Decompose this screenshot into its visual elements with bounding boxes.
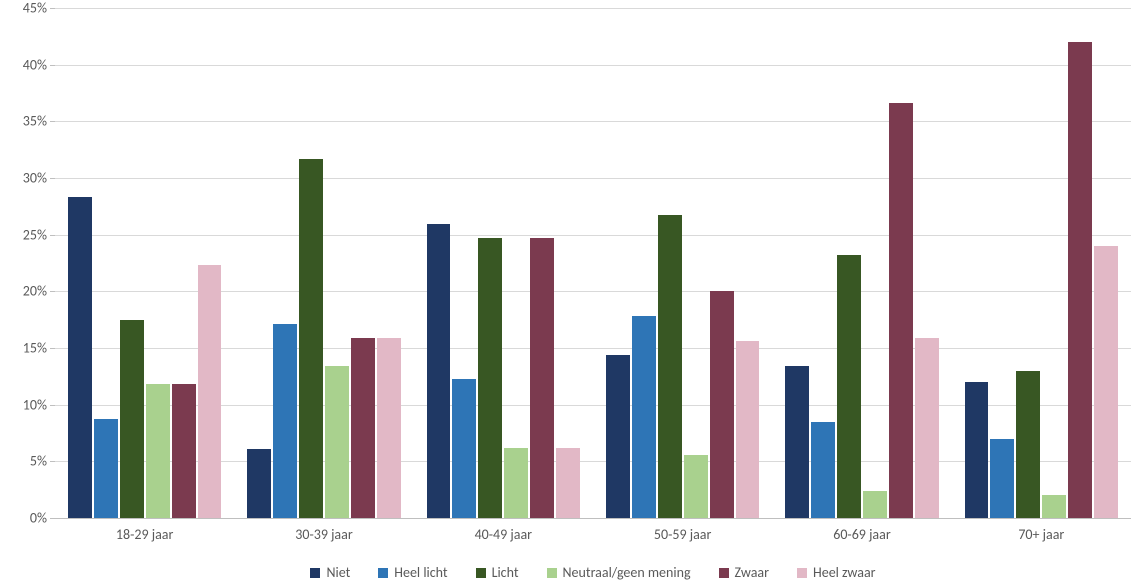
bar xyxy=(710,291,734,518)
bar xyxy=(606,355,630,518)
legend-label: Neutraal/geen mening xyxy=(563,564,691,581)
bar xyxy=(785,366,809,518)
bar-group: 30-39 jaar xyxy=(234,8,413,518)
bar xyxy=(658,215,682,518)
bar xyxy=(198,265,222,518)
legend-swatch xyxy=(797,568,807,578)
bar xyxy=(811,422,835,518)
bar xyxy=(172,384,196,518)
legend-item: Licht xyxy=(476,564,519,581)
legend-swatch xyxy=(378,568,388,578)
legend-label: Niet xyxy=(326,564,350,581)
grouped-bar-chart: 18-29 jaar30-39 jaar40-49 jaar50-59 jaar… xyxy=(0,0,1146,587)
bar xyxy=(94,419,118,518)
bar xyxy=(68,197,92,518)
bar xyxy=(863,491,887,518)
x-axis-label: 30-39 jaar xyxy=(234,518,413,543)
bar xyxy=(120,320,144,518)
bar xyxy=(1068,42,1092,518)
bars-row xyxy=(785,8,939,518)
bar xyxy=(684,455,708,518)
legend-label: Licht xyxy=(492,564,519,581)
legend-swatch xyxy=(719,568,729,578)
bar xyxy=(452,379,476,518)
bar-group: 18-29 jaar xyxy=(55,8,234,518)
bar-group: 60-69 jaar xyxy=(772,8,951,518)
bar xyxy=(247,449,271,518)
bar-groups-container: 18-29 jaar30-39 jaar40-49 jaar50-59 jaar… xyxy=(55,8,1131,518)
bars-row xyxy=(427,8,581,518)
bar xyxy=(889,103,913,518)
legend-swatch xyxy=(476,568,486,578)
bars-row xyxy=(68,8,222,518)
bar-group: 40-49 jaar xyxy=(414,8,593,518)
bars-row xyxy=(247,8,401,518)
legend: Niet Heel licht Licht Neutraal/geen mening Z… xyxy=(55,564,1131,581)
x-axis-label: 18-29 jaar xyxy=(55,518,234,543)
bar xyxy=(146,384,170,518)
bar xyxy=(632,316,656,518)
legend-label: Zwaar xyxy=(735,564,769,581)
bar xyxy=(1016,371,1040,518)
legend-swatch xyxy=(310,568,320,578)
bars-row xyxy=(965,8,1119,518)
bar xyxy=(1094,246,1118,518)
bar-group: 70+ jaar xyxy=(952,8,1131,518)
legend-item: Heel licht xyxy=(378,564,447,581)
x-axis-label: 70+ jaar xyxy=(952,518,1131,543)
legend-item: Zwaar xyxy=(719,564,769,581)
bar xyxy=(351,338,375,518)
bar xyxy=(837,255,861,518)
legend-item: Neutraal/geen mening xyxy=(547,564,691,581)
x-axis-label: 50-59 jaar xyxy=(593,518,772,543)
bar xyxy=(915,338,939,518)
legend-swatch xyxy=(547,568,557,578)
bar xyxy=(530,238,554,518)
legend-item: Heel zwaar xyxy=(797,564,876,581)
plot-area: 18-29 jaar30-39 jaar40-49 jaar50-59 jaar… xyxy=(55,8,1131,519)
bar xyxy=(1042,495,1066,518)
bar xyxy=(427,224,451,518)
bar xyxy=(325,366,349,518)
bar xyxy=(504,448,528,518)
bar xyxy=(736,341,760,518)
bar xyxy=(299,159,323,518)
x-axis-label: 60-69 jaar xyxy=(772,518,951,543)
legend-item: Niet xyxy=(310,564,350,581)
bar xyxy=(990,439,1014,518)
bars-row xyxy=(606,8,760,518)
x-axis-label: 40-49 jaar xyxy=(414,518,593,543)
bar xyxy=(273,324,297,518)
legend-label: Heel licht xyxy=(394,564,447,581)
bar-group: 50-59 jaar xyxy=(593,8,772,518)
legend-label: Heel zwaar xyxy=(813,564,876,581)
bar xyxy=(556,448,580,518)
bar xyxy=(377,338,401,518)
bar xyxy=(965,382,989,518)
bar xyxy=(478,238,502,518)
